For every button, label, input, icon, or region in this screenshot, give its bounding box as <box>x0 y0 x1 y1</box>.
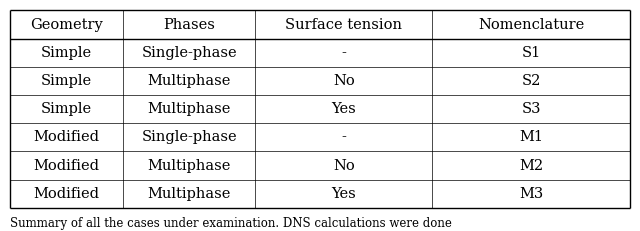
Text: Simple: Simple <box>41 74 92 88</box>
Text: No: No <box>333 158 355 173</box>
Text: No: No <box>333 74 355 88</box>
Text: S3: S3 <box>522 102 541 116</box>
Text: Simple: Simple <box>41 102 92 116</box>
Text: S2: S2 <box>522 74 541 88</box>
Text: Simple: Simple <box>41 46 92 60</box>
Text: Yes: Yes <box>332 102 356 116</box>
Text: M3: M3 <box>519 187 543 201</box>
Text: Single-phase: Single-phase <box>141 130 237 144</box>
Text: Single-phase: Single-phase <box>141 46 237 60</box>
Text: Modified: Modified <box>33 158 99 173</box>
Text: Yes: Yes <box>332 187 356 201</box>
Text: Multiphase: Multiphase <box>148 158 231 173</box>
Text: Modified: Modified <box>33 130 99 144</box>
Text: M1: M1 <box>520 130 543 144</box>
Text: -: - <box>342 46 346 60</box>
Text: Geometry: Geometry <box>30 18 103 31</box>
Text: M2: M2 <box>519 158 543 173</box>
Text: Multiphase: Multiphase <box>148 74 231 88</box>
Text: Surface tension: Surface tension <box>285 18 403 31</box>
Text: Modified: Modified <box>33 187 99 201</box>
Text: Nomenclature: Nomenclature <box>478 18 584 31</box>
Text: Multiphase: Multiphase <box>148 102 231 116</box>
Text: Phases: Phases <box>163 18 215 31</box>
Text: Multiphase: Multiphase <box>148 187 231 201</box>
Text: -: - <box>342 130 346 144</box>
Text: Summary of all the cases under examination. DNS calculations were done: Summary of all the cases under examinati… <box>10 217 451 230</box>
Text: S1: S1 <box>522 46 541 60</box>
